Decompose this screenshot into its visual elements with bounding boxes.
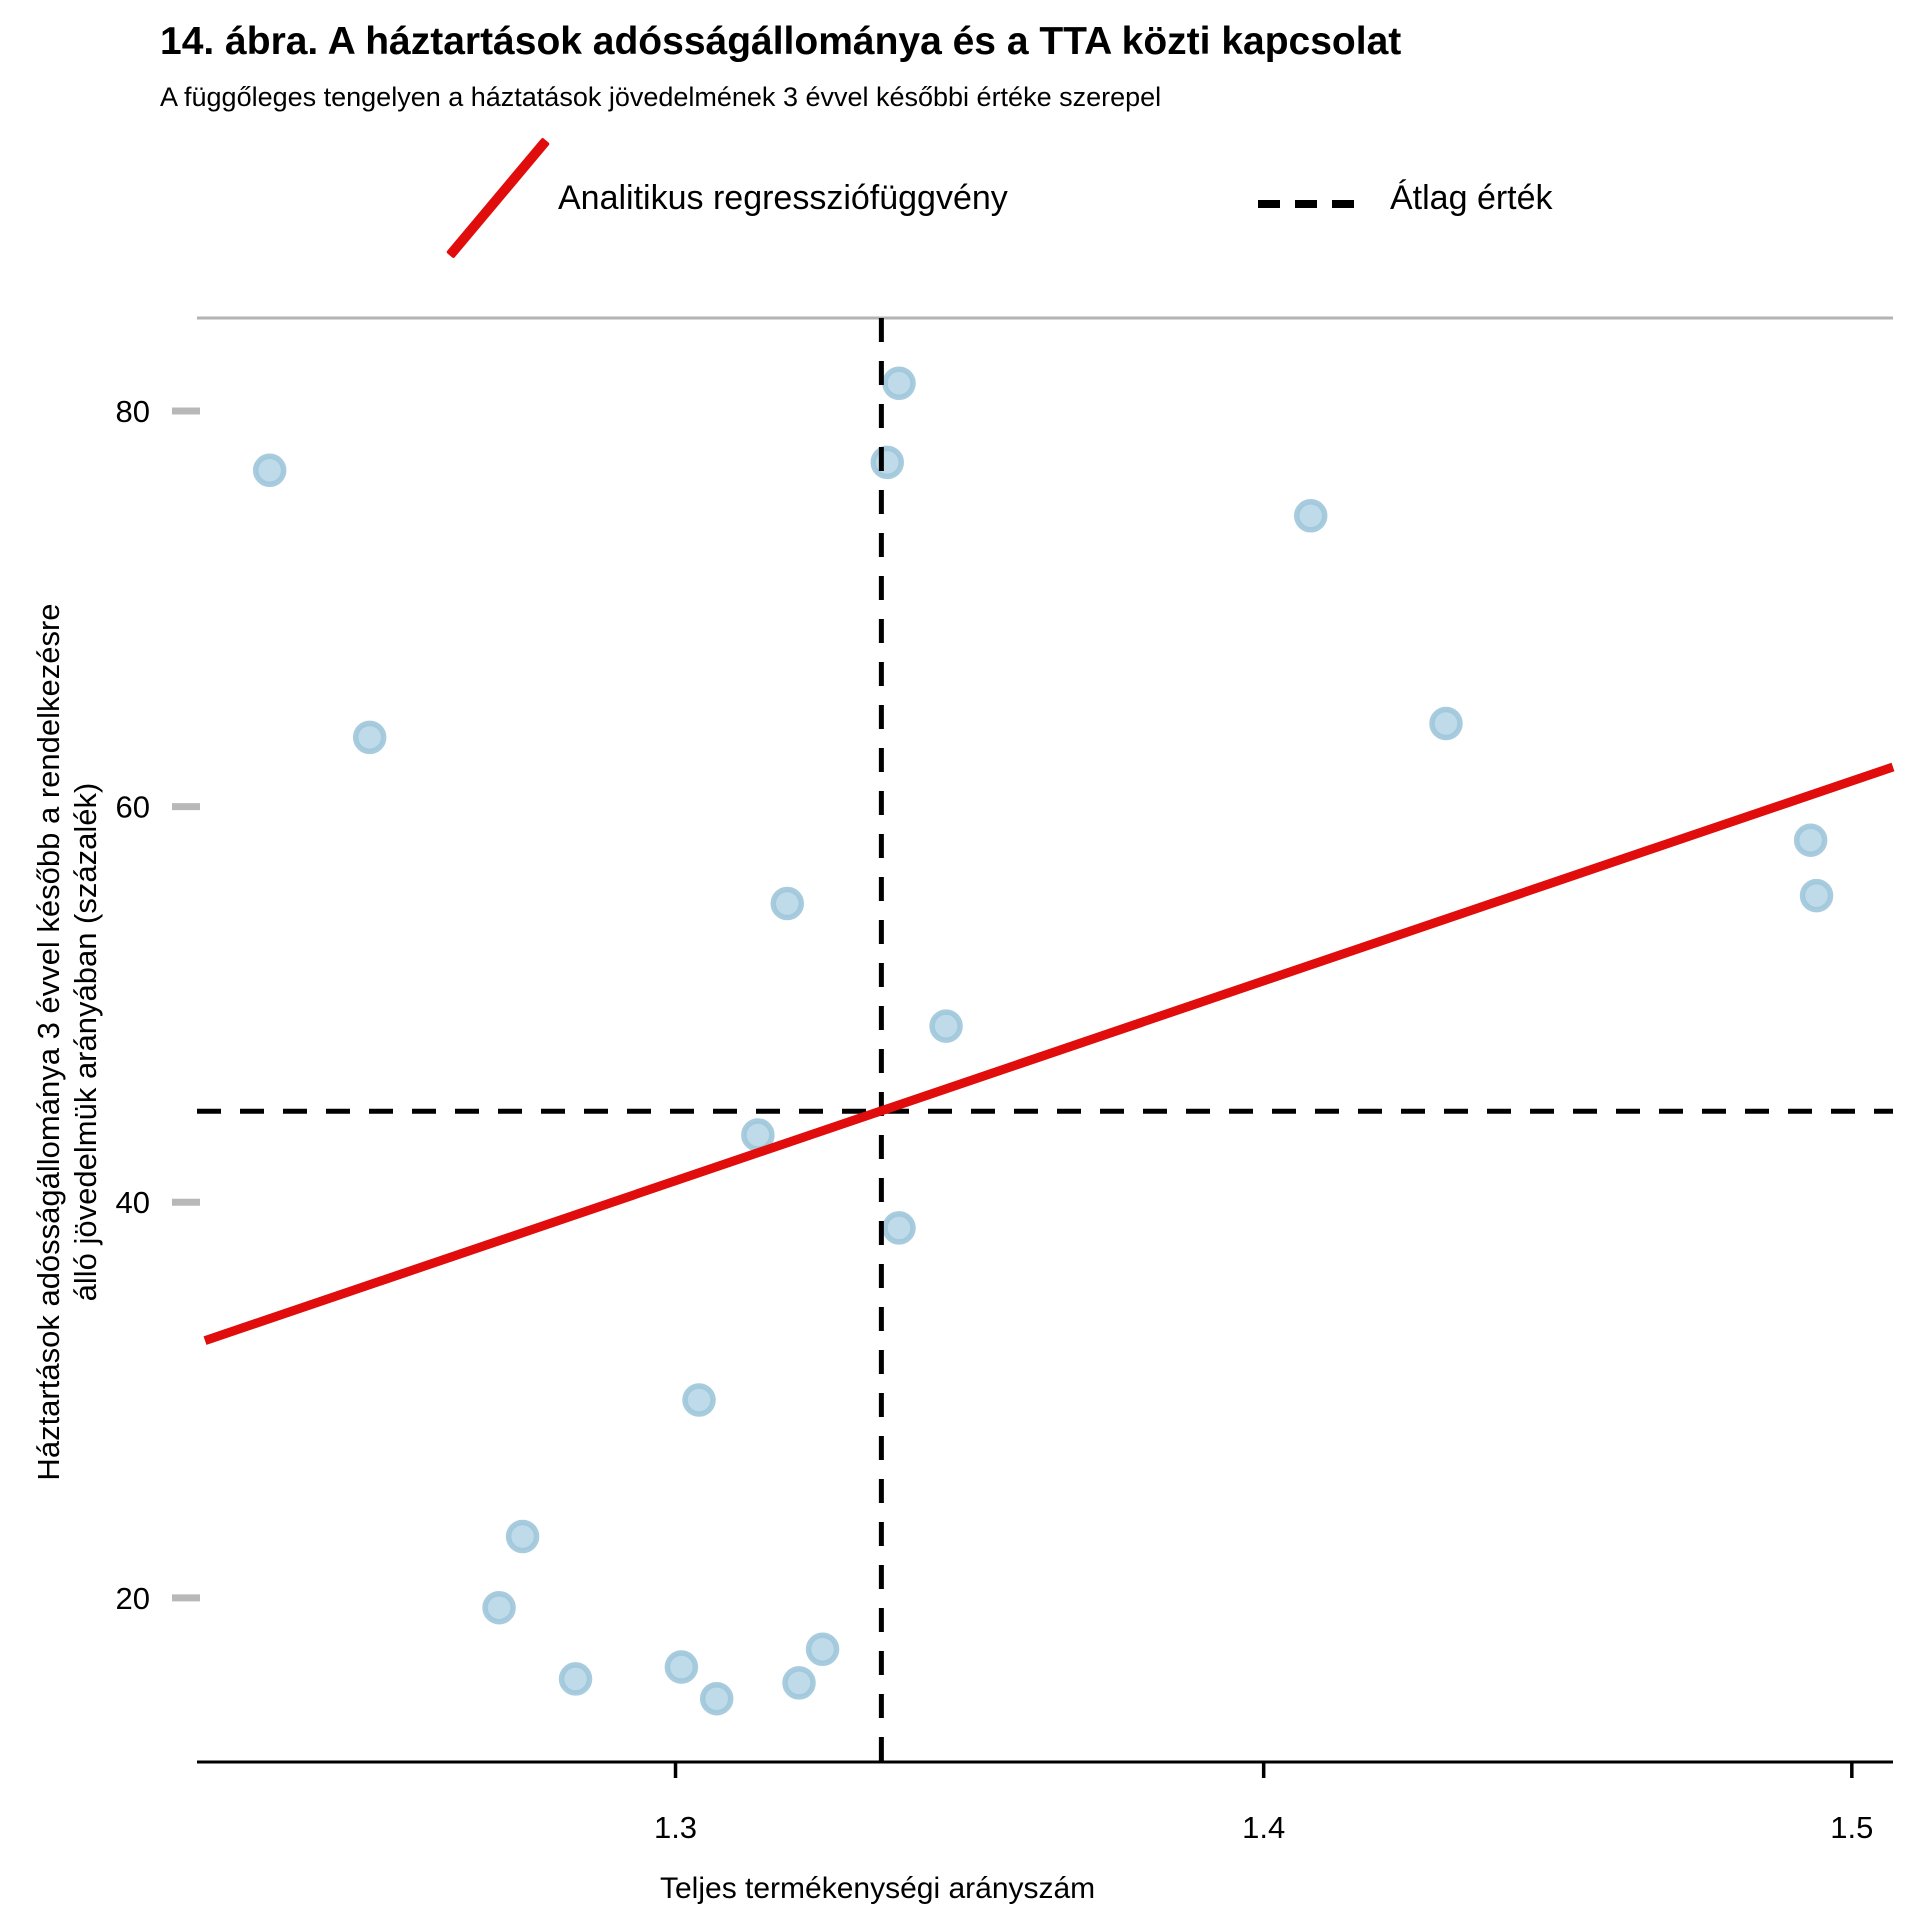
data-point bbox=[664, 1650, 699, 1684]
data-point bbox=[782, 1666, 816, 1700]
data-point bbox=[682, 1383, 716, 1417]
data-point bbox=[870, 445, 905, 480]
data-point bbox=[1793, 823, 1828, 857]
legend-label-regression: Analitikus regressziófüggvény bbox=[558, 179, 1008, 217]
dashed-line-key-icon bbox=[1258, 200, 1358, 208]
x-axis-title: Teljes termékenységi arányszám bbox=[660, 1872, 1096, 1905]
data-point bbox=[252, 453, 287, 488]
data-point bbox=[352, 720, 387, 755]
y-axis-tick-label: 40 bbox=[116, 1185, 150, 1220]
data-point bbox=[1799, 878, 1834, 913]
legend-label-mean: Átlag érték bbox=[1390, 179, 1553, 217]
y-axis-tick-label: 60 bbox=[116, 790, 150, 825]
y-axis-title: Háztartások adósságállománya 3 évvel kés… bbox=[30, 442, 106, 1642]
data-point bbox=[770, 886, 805, 921]
data-point bbox=[1429, 706, 1463, 741]
x-axis-tick-label: 1.4 bbox=[1242, 1810, 1285, 1845]
chart-subtitle: A függőleges tengelyen a háztatások jöve… bbox=[160, 82, 1162, 112]
chart-title: 14. ábra. A háztartások adósságállománya… bbox=[160, 20, 1402, 63]
data-point bbox=[699, 1681, 734, 1716]
data-point bbox=[929, 1009, 963, 1043]
data-point bbox=[558, 1662, 593, 1696]
x-axis-tick-label: 1.3 bbox=[654, 1810, 697, 1845]
y-axis-tick-label: 80 bbox=[116, 394, 150, 429]
data-point bbox=[882, 1211, 916, 1245]
regression-line bbox=[203, 762, 1895, 1345]
data-point bbox=[805, 1632, 840, 1666]
data-point bbox=[882, 366, 916, 401]
y-axis-tick-label: 20 bbox=[116, 1581, 150, 1616]
y-axis-title-line-1: Háztartások adósságállománya 3 évvel kés… bbox=[31, 603, 66, 1481]
data-point bbox=[482, 1590, 516, 1625]
data-point bbox=[505, 1519, 540, 1554]
data-point bbox=[1293, 499, 1328, 533]
x-axis-tick-label: 1.5 bbox=[1830, 1810, 1873, 1845]
y-axis-title-line-2: álló jövedelmük arányában (százalék) bbox=[68, 782, 103, 1302]
